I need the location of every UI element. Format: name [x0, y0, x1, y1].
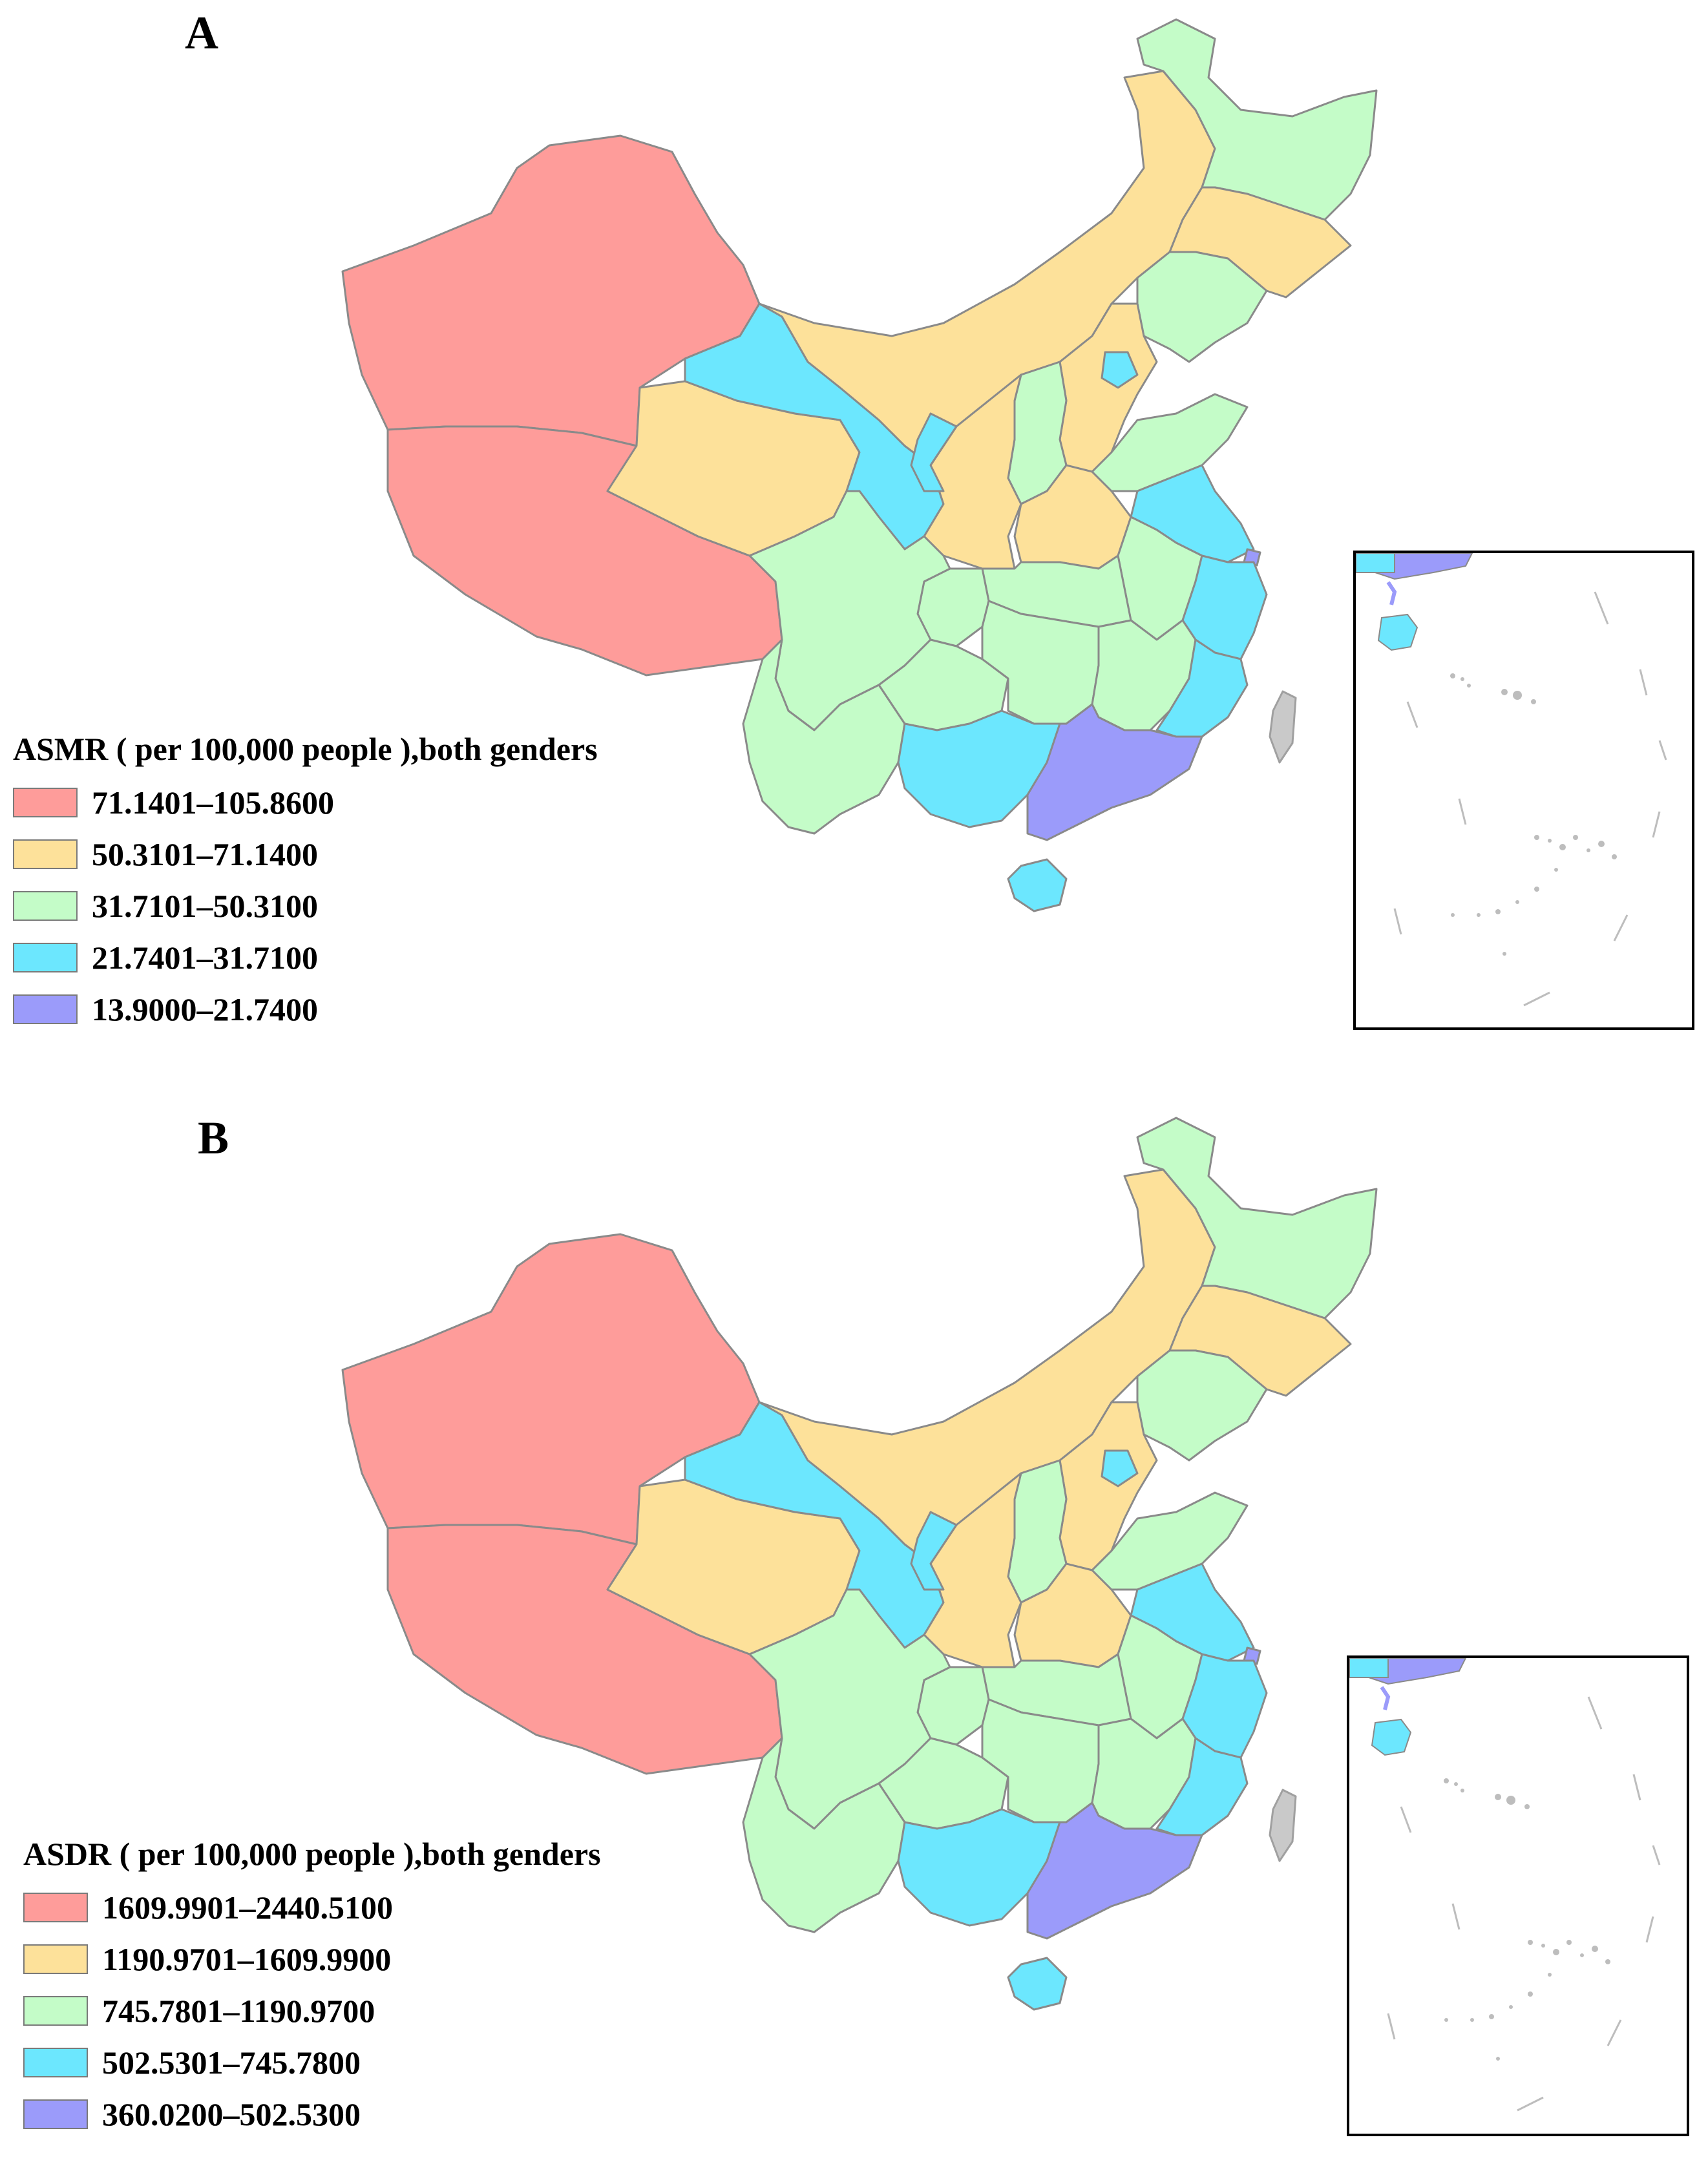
legend-label: 71.1401–105.8600 — [92, 784, 334, 821]
south-china-sea-inset — [1353, 551, 1694, 1030]
region-shandong — [1091, 393, 1249, 492]
legend-item: 502.5301–745.7800 — [23, 2037, 601, 2088]
legend-swatch — [13, 891, 78, 921]
inset-taiwan-edge — [1386, 581, 1397, 605]
legend-swatch — [13, 943, 78, 972]
region-ningxia — [910, 412, 958, 492]
inset-map — [1349, 1658, 1661, 2112]
panel-b: B — [0, 1098, 1708, 2175]
legend-item: 50.3101–71.1400 — [13, 828, 598, 880]
legend-swatch — [13, 994, 78, 1024]
legend-items: 71.1401–105.8600 50.3101–71.1400 31.7101–5… — [13, 777, 598, 1035]
region-ningxia — [910, 1511, 958, 1591]
china-map — [341, 18, 1378, 912]
inset-map — [1356, 553, 1667, 1007]
legend-label: 21.7401–31.7100 — [92, 940, 318, 976]
inset-hainan — [1371, 1718, 1412, 1756]
region-hainan — [1007, 1957, 1068, 2011]
legend-item: 1609.9901–2440.5100 — [23, 1882, 601, 1933]
panel-a: A — [0, 0, 1708, 1077]
legend-label: 1190.9701–1609.9900 — [102, 1941, 392, 1977]
region-taiwan — [1269, 1789, 1297, 1862]
panel-letter: A — [185, 7, 218, 59]
legend-title: ASMR ( per 100,000 people ),both genders — [13, 731, 598, 767]
inset-islands — [1444, 1778, 1610, 2061]
inset-dashed-boundary — [1393, 591, 1667, 1007]
legend-label: 50.3101–71.1400 — [92, 836, 318, 872]
region-guangdong — [1026, 703, 1203, 841]
legend-swatch — [23, 2048, 88, 2077]
legend-swatch — [23, 1996, 88, 2026]
inset-guangxi-coast — [1349, 1658, 1389, 1678]
china-map — [341, 1117, 1378, 2011]
region-shaanxi — [923, 1472, 1022, 1668]
legend-item: 71.1401–105.8600 — [13, 777, 598, 828]
legend-item: 360.0200–502.5300 — [23, 2088, 601, 2140]
legend-item: 13.9000–21.7400 — [13, 983, 598, 1035]
inset-islands — [1450, 673, 1617, 956]
inset-taiwan-edge — [1380, 1686, 1391, 1710]
legend-label: 1609.9901–2440.5100 — [102, 1889, 393, 1926]
map-legend: ASDR ( per 100,000 people ),both genders… — [23, 1835, 601, 2140]
legend-items: 1609.9901–2440.5100 1190.9701–1609.9900 74… — [23, 1882, 601, 2140]
inset-dashed-boundary — [1387, 1696, 1661, 2112]
region-liaoning — [1136, 1349, 1268, 1462]
legend-item: 745.7801–1190.9700 — [23, 1985, 601, 2037]
region-liaoning — [1136, 251, 1268, 363]
legend-swatch — [13, 839, 78, 869]
region-hainan — [1007, 858, 1068, 912]
panel-letter: B — [198, 1112, 229, 1164]
legend-label: 13.9000–21.7400 — [92, 991, 318, 1027]
region-heilongjiang — [1136, 18, 1378, 221]
region-taiwan — [1269, 690, 1297, 764]
legend-title: ASDR ( per 100,000 people ),both genders — [23, 1836, 601, 1872]
region-shaanxi — [923, 373, 1022, 570]
region-beijing — [1101, 351, 1139, 389]
legend-swatch — [23, 2099, 88, 2129]
legend-item: 21.7401–31.7100 — [13, 932, 598, 983]
legend-swatch — [23, 1944, 88, 1974]
legend-item: 1190.9701–1609.9900 — [23, 1933, 601, 1985]
inset-hainan — [1377, 613, 1418, 651]
region-heilongjiang — [1136, 1117, 1378, 1319]
region-guangdong — [1026, 1802, 1203, 1940]
region-beijing — [1101, 1449, 1139, 1487]
legend-item: 31.7101–50.3100 — [13, 880, 598, 932]
region-shandong — [1091, 1491, 1249, 1591]
legend-swatch — [13, 788, 78, 817]
legend-label: 502.5301–745.7800 — [102, 2044, 361, 2081]
legend-label: 745.7801–1190.9700 — [102, 1993, 375, 2029]
map-legend: ASMR ( per 100,000 people ),both genders… — [13, 730, 598, 1035]
south-china-sea-inset — [1347, 1655, 1689, 2136]
legend-label: 31.7101–50.3100 — [92, 888, 318, 924]
legend-swatch — [23, 1893, 88, 1922]
legend-label: 360.0200–502.5300 — [102, 2096, 361, 2132]
inset-guangxi-coast — [1356, 553, 1395, 573]
